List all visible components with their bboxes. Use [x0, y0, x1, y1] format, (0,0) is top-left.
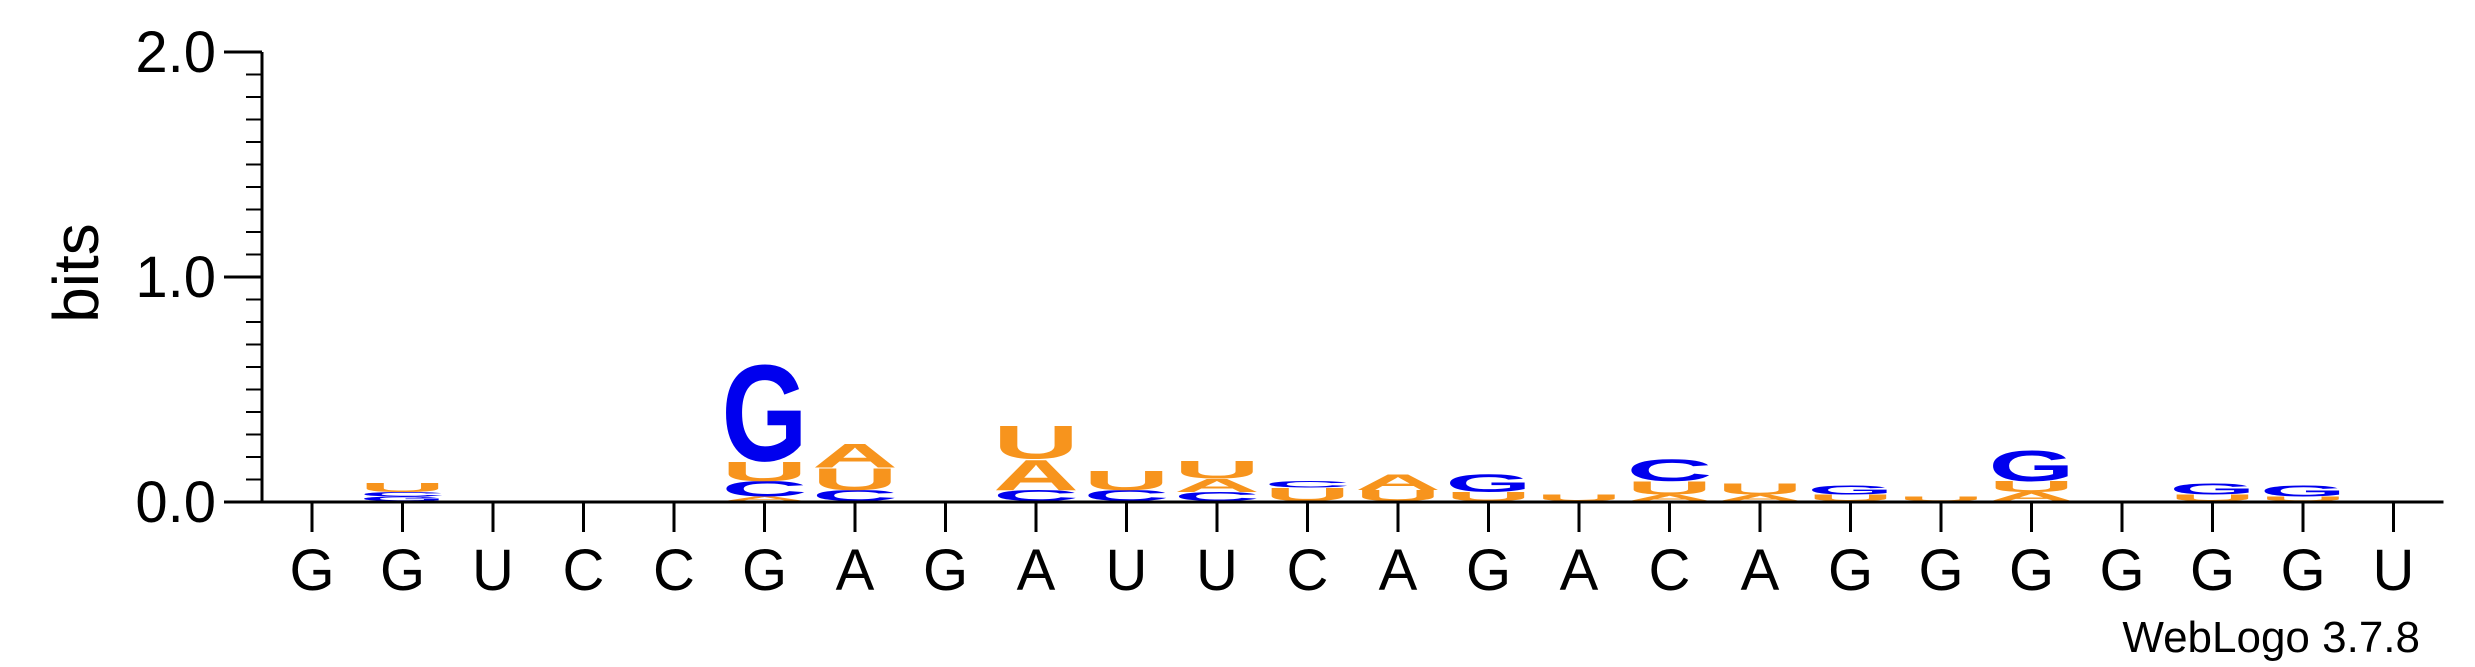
logo-letter-pos16-A: A	[1627, 493, 1713, 503]
x-tick-label-5: C	[653, 538, 695, 603]
logo-letter-pos20-U: U	[1989, 478, 2075, 495]
x-tick-label-17: A	[1741, 538, 1780, 603]
logo-letter-pos16-U: U	[1627, 478, 1713, 499]
x-tick-label-11: U	[1196, 538, 1238, 603]
logo-letter-pos14-U: U	[1446, 490, 1532, 504]
y-tick-label-2: 2.0	[135, 20, 216, 85]
logo-letter-pos18-U: U	[1808, 493, 1894, 503]
logo-letter-pos14-G: G	[1446, 469, 1532, 497]
x-tick-label-13: A	[1379, 538, 1418, 603]
logo-letter-pos17-A: A	[1717, 493, 1803, 503]
x-tick-label-2: G	[380, 538, 425, 603]
x-tick-label-15: A	[1560, 538, 1599, 603]
logo-letter-pos10-U: U	[1084, 465, 1170, 496]
x-tick-label-19: G	[1918, 538, 1963, 603]
logo-letter-pos9-C: C	[993, 487, 1079, 504]
x-tick-label-6: G	[742, 538, 787, 603]
logo-letter-pos9-U: U	[993, 416, 1079, 468]
logo-letter-pos15-U: U	[1536, 493, 1622, 503]
logo-letter-pos12-C: C	[1265, 479, 1351, 489]
logo-letter-pos6-C: C	[722, 477, 808, 502]
x-tick-label-8: G	[923, 538, 968, 603]
logo-letter-pos16-C: C	[1627, 453, 1713, 488]
logo-letter-pos20-A: A	[1989, 490, 2075, 504]
x-tick-label-22: G	[2190, 538, 2235, 603]
logo-letter-pos22-U: U	[2170, 493, 2256, 503]
x-tick-label-4: C	[563, 538, 605, 603]
logo-letter-pos23-U: U	[2260, 495, 2346, 502]
logo-letter-pos6-G: G	[722, 337, 808, 490]
logo-letter-pos12-U: U	[1265, 484, 1351, 505]
x-tick-label-23: G	[2280, 538, 2325, 603]
y-axis: 0.0 1.0 2.0	[135, 20, 264, 535]
logo-letter-pos11-C: C	[1174, 490, 1260, 504]
logo-letter-pos9-A: A	[993, 451, 1079, 500]
y-tick-label-0: 0.0	[135, 470, 216, 535]
x-tick-label-16: C	[1649, 538, 1691, 603]
logo-letter-pos19-U: U	[1898, 495, 1984, 502]
logo-letter-pos13-A: A	[1355, 470, 1441, 495]
x-tick-label-21: G	[2099, 538, 2144, 603]
x-tick-label-18: G	[1828, 538, 1873, 603]
x-tick-label-3: U	[472, 538, 514, 603]
y-axis-label: bits	[40, 223, 112, 323]
logo-letter-pos7-C: C	[812, 487, 898, 504]
logo-letter-pos13-U: U	[1355, 487, 1441, 504]
x-tick-label-1: G	[289, 538, 334, 603]
logo-letter-pos2-C: C	[360, 491, 446, 498]
logo-letter-pos2-U: U	[360, 481, 446, 495]
logo-letter-pos6-A: A	[722, 495, 808, 502]
logo-letter-pos18-G: G	[1808, 483, 1894, 497]
x-tick-label-7: A	[836, 538, 875, 603]
x-tick-label-9: A	[1017, 538, 1056, 603]
logo-letter-pos11-A: A	[1174, 475, 1260, 496]
x-tick-label-12: C	[1287, 538, 1329, 603]
logo-letter-pos11-U: U	[1174, 456, 1260, 484]
logo-letter-pos23-G: G	[2260, 482, 2346, 499]
logo-letter-pos20-G: G	[1989, 441, 2075, 490]
x-tick-label-10: U	[1106, 538, 1148, 603]
y-tick-label-1: 1.0	[135, 245, 216, 310]
logo-letter-pos22-G: G	[2170, 480, 2256, 497]
logo-letter-pos17-U: U	[1717, 480, 1803, 497]
x-tick-label-14: G	[1466, 538, 1511, 603]
x-tick-label-24: U	[2373, 538, 2415, 603]
weblogo-credit: WebLogo 3.7.8	[2122, 613, 2420, 662]
x-tick-label-20: G	[2009, 538, 2054, 603]
logo-letter-pos2-G: G	[360, 495, 446, 502]
logo-letter-pos10-C: C	[1084, 487, 1170, 504]
logo-letter-pos7-A: A	[812, 436, 898, 474]
logo-letter-pos6-U: U	[722, 456, 808, 487]
logo-letter-pos7-U: U	[812, 462, 898, 497]
